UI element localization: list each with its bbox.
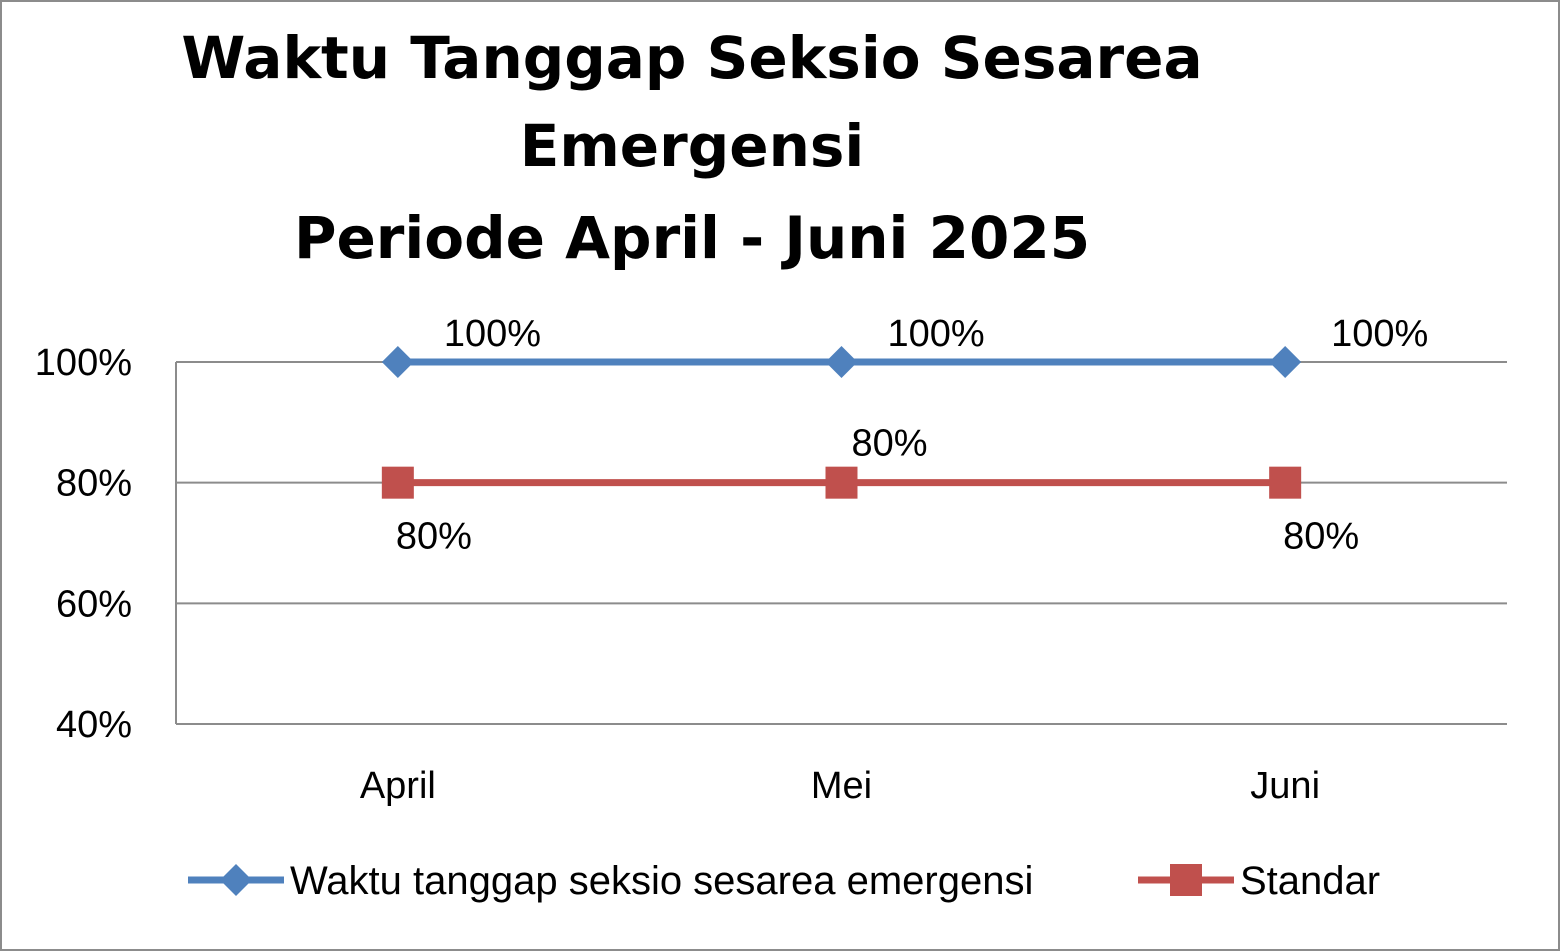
data-point xyxy=(825,466,858,499)
data-point xyxy=(381,346,414,378)
chart-title-line-1: Waktu Tanggap Seksio Sesarea xyxy=(181,24,1203,92)
data-label: 100% xyxy=(888,313,985,355)
data-label: 80% xyxy=(1283,516,1359,558)
chart-title-line-3: Periode April - Juni 2025 xyxy=(293,204,1091,272)
legend-label: Waktu tanggap seksio sesarea emergensi xyxy=(290,859,1033,903)
data-point xyxy=(825,346,858,378)
data-point xyxy=(1269,346,1302,378)
data-point xyxy=(381,466,414,499)
x-tick-label: Juni xyxy=(1250,765,1320,807)
legend-marker xyxy=(220,864,252,896)
x-tick-label: Mei xyxy=(811,765,872,807)
y-tick-label: 60% xyxy=(56,583,132,625)
x-tick-label: April xyxy=(360,765,436,807)
chart-title-line-2: Emergensi xyxy=(519,112,865,180)
y-tick-label: 100% xyxy=(35,342,132,384)
data-label: 100% xyxy=(444,313,541,355)
y-tick-label: 40% xyxy=(56,704,132,746)
data-point xyxy=(1269,466,1302,499)
data-label: 80% xyxy=(852,423,928,465)
legend-label: Standar xyxy=(1240,859,1380,903)
data-label: 80% xyxy=(396,516,472,558)
y-tick-label: 80% xyxy=(56,463,132,505)
legend-marker xyxy=(1170,864,1202,896)
data-label: 100% xyxy=(1331,313,1428,355)
